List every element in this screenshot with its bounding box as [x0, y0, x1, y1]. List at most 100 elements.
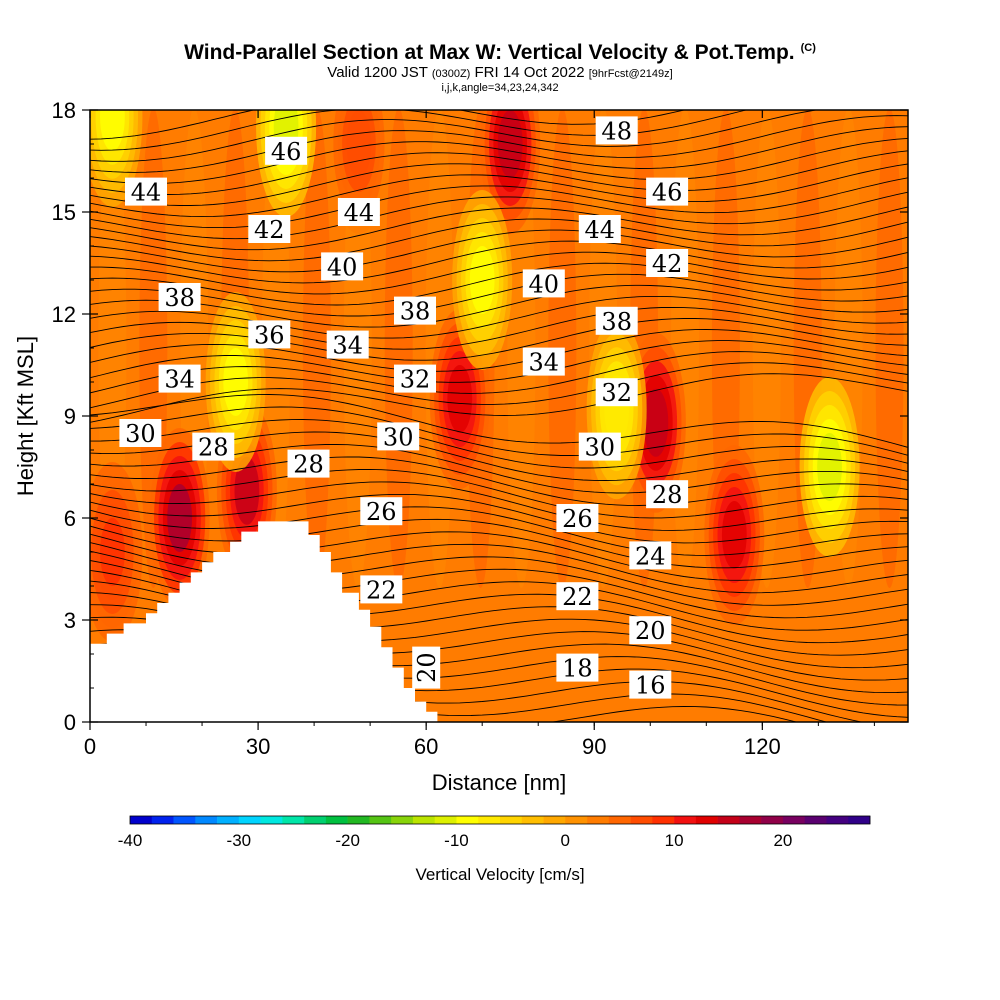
y-tick-label: 15 — [52, 200, 76, 225]
downdraft-core — [452, 190, 513, 370]
colorbar-swatch — [195, 816, 218, 824]
theta-contour-line — [90, 177, 908, 229]
colorbar-swatch — [217, 816, 240, 824]
valid-date: FRI 14 Oct 2022 — [474, 64, 585, 81]
colorbar-swatch — [173, 816, 196, 824]
theta-contour-line — [90, 229, 908, 273]
contour-label: 46 — [646, 177, 689, 207]
svg-text:28: 28 — [198, 434, 229, 462]
colorbar-swatch — [282, 816, 305, 824]
theta-contour-line — [90, 456, 908, 506]
x-tick-label: 120 — [744, 734, 781, 759]
svg-text:32: 32 — [601, 379, 632, 407]
svg-text:42: 42 — [254, 216, 285, 244]
svg-text:34: 34 — [529, 349, 560, 377]
y-tick-label: 6 — [64, 506, 76, 531]
contour-label: 32 — [595, 378, 638, 407]
colorbar-swatch — [260, 816, 283, 824]
colorbar-swatch — [391, 816, 414, 824]
colorbar-swatch — [500, 816, 523, 824]
contour-label: 24 — [629, 541, 672, 570]
colorbar-swatch — [739, 816, 762, 824]
contour-label: 32 — [394, 364, 436, 394]
x-tick-label: 90 — [582, 734, 606, 759]
colorbar-swatch — [304, 816, 327, 824]
colorbar-swatch — [151, 816, 174, 824]
chart-title-suffix: (C) — [800, 42, 816, 54]
colorbar-swatch — [587, 816, 610, 824]
colorbar-swatch — [630, 816, 653, 824]
y-tick-label: 18 — [52, 98, 76, 123]
svg-text:20: 20 — [635, 617, 666, 645]
contour-label: 48 — [595, 116, 638, 145]
theta-contour-line — [90, 284, 908, 328]
theta-contour-line — [90, 115, 908, 173]
colorbar-swatch — [434, 816, 457, 824]
contour-label: 16 — [629, 670, 672, 700]
svg-text:40: 40 — [327, 253, 358, 281]
svg-text:46: 46 — [652, 179, 683, 207]
contour-label: 34 — [326, 330, 369, 360]
title-block: Wind-Parallel Section at Max W: Vertical… — [0, 36, 1000, 94]
theta-contour-line — [90, 329, 908, 372]
svg-text:26: 26 — [366, 498, 397, 526]
colorbar-swatch — [325, 816, 348, 824]
downdraft-core — [799, 377, 860, 557]
chart-title: Wind-Parallel Section at Max W: Vertical… — [184, 41, 795, 64]
contour-label: 30 — [377, 422, 420, 451]
svg-text:42: 42 — [652, 250, 683, 278]
downdraft-core — [90, 110, 143, 207]
colorbar-swatch — [456, 816, 479, 824]
colorbar-swatch — [761, 816, 784, 824]
contour-label: 22 — [360, 575, 403, 604]
svg-text:22: 22 — [562, 583, 593, 611]
colorbar-swatch — [782, 816, 805, 824]
colorbar-tick-label: 0 — [561, 831, 570, 850]
theta-contour-line — [90, 362, 908, 409]
downdraft-core — [256, 110, 317, 217]
svg-text:28: 28 — [652, 481, 683, 509]
colorbar-title: Vertical Velocity [cm/s] — [415, 865, 584, 884]
x-tick-label: 0 — [84, 734, 96, 759]
x-tick-label: 60 — [414, 734, 438, 759]
theta-contour-line — [90, 306, 908, 350]
theta-contour-line — [90, 150, 908, 206]
theta-contour-line — [90, 340, 908, 383]
theta-contour-line — [90, 406, 908, 456]
theta-contour-line — [90, 163, 908, 218]
contour-label: 26 — [556, 504, 599, 533]
colorbar-swatch — [848, 816, 871, 824]
svg-text:36: 36 — [254, 321, 285, 349]
contour-label: 30 — [119, 419, 162, 448]
y-axis-title: Height [Kft MSL] — [13, 336, 38, 496]
contour-label: 28 — [192, 432, 235, 462]
contour-label: 28 — [287, 449, 330, 479]
svg-text:30: 30 — [125, 420, 156, 448]
contour-label: 40 — [321, 252, 364, 281]
colorbar-swatch — [238, 816, 261, 824]
terrain — [90, 521, 438, 722]
colorbar-swatch — [543, 816, 566, 824]
theta-contour-line — [90, 251, 908, 295]
colorbar-swatch — [412, 816, 435, 824]
x-axis-title: Distance [nm] — [432, 770, 567, 795]
theta-contour-line — [90, 126, 908, 184]
downdraft-core — [586, 319, 647, 500]
svg-text:34: 34 — [332, 332, 363, 360]
svg-text:24: 24 — [635, 542, 666, 570]
theta-contour-line — [90, 191, 908, 240]
contour-label: 46 — [265, 136, 308, 166]
valid-prefix: Valid 1200 JST — [327, 64, 428, 81]
contour-label: 22 — [556, 582, 599, 611]
theta-contour-line — [90, 273, 908, 317]
contour-labels: 48 46 46 44 44 44 42 42 40 40 38 38 38 36 34 34 34 32 32 30… — [119, 116, 689, 700]
svg-text:44: 44 — [344, 199, 375, 227]
colorbar-frame — [129, 815, 871, 825]
svg-text:44: 44 — [585, 216, 616, 244]
contour-label: 38 — [595, 306, 638, 336]
field-streak — [875, 110, 904, 588]
svg-text:18: 18 — [562, 655, 593, 683]
colorbar-tick-label: 10 — [665, 831, 684, 850]
